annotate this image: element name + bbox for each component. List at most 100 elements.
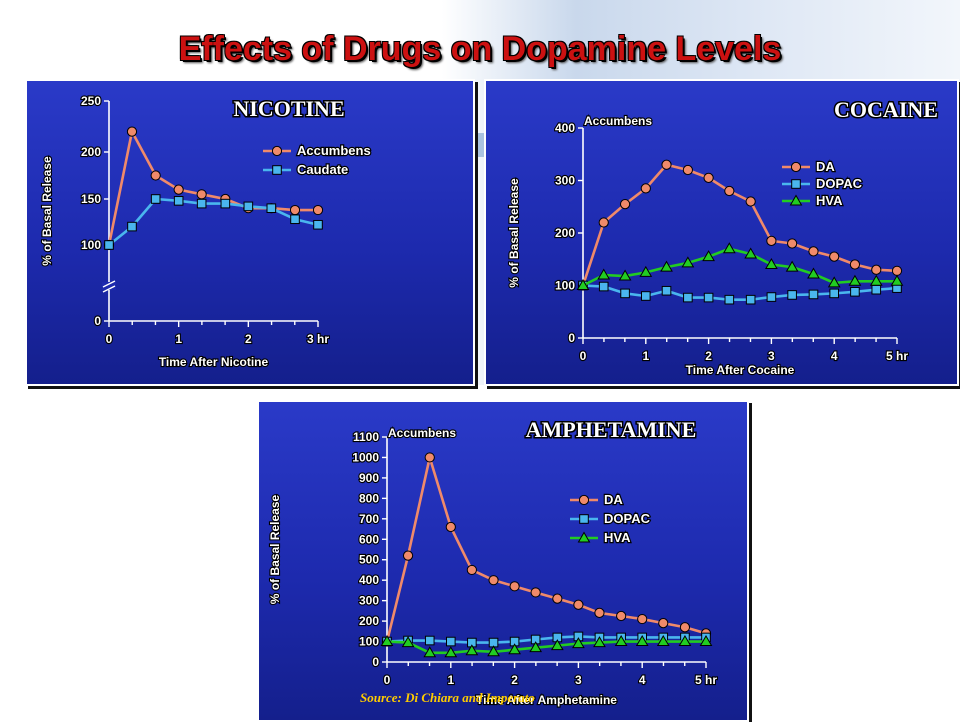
data-point bbox=[745, 294, 756, 305]
y-axis-label: % of Basal Release bbox=[268, 494, 282, 604]
x-tick-label: 2 bbox=[245, 332, 252, 346]
data-point bbox=[552, 593, 563, 604]
axes bbox=[382, 436, 707, 668]
y-tick-label: 1100 bbox=[353, 430, 379, 444]
data-point bbox=[196, 189, 207, 200]
data-point bbox=[594, 607, 605, 619]
data-point bbox=[787, 290, 797, 300]
data-point bbox=[683, 292, 693, 303]
data-point bbox=[289, 204, 301, 216]
y-tick-label: 200 bbox=[555, 226, 575, 240]
x-tick-label: 3 bbox=[575, 673, 582, 687]
y-tick-label: 400 bbox=[359, 573, 379, 587]
legend-marker bbox=[791, 179, 801, 189]
axis-break-mark bbox=[102, 280, 116, 293]
data-point bbox=[619, 199, 631, 210]
data-point bbox=[869, 274, 883, 286]
data-point bbox=[312, 204, 324, 216]
data-point bbox=[658, 618, 669, 629]
data-point bbox=[445, 521, 456, 533]
series-caudate bbox=[104, 194, 323, 250]
data-point bbox=[871, 264, 882, 275]
y-axis-label: % of Basal Release bbox=[40, 156, 54, 266]
x-tick-label: 3 bbox=[768, 349, 775, 363]
series-da bbox=[577, 159, 903, 291]
data-point bbox=[787, 238, 798, 249]
data-point bbox=[661, 285, 672, 296]
data-point bbox=[573, 599, 584, 610]
y-tick-label: 1000 bbox=[352, 450, 379, 464]
x-axis-label: Time After Amphetamine bbox=[476, 693, 617, 707]
series-line bbox=[582, 284, 898, 301]
data-point bbox=[529, 641, 543, 653]
legend-label: DOPAC bbox=[604, 511, 651, 526]
nicotine-chart: 0 100 150 200 250 0 1 2 3 hr Time After Nicotine%… bbox=[39, 93, 372, 370]
y-tick-label: 250 bbox=[81, 94, 101, 108]
y-tick-label: 100 bbox=[359, 635, 379, 649]
data-point bbox=[508, 643, 521, 655]
data-point bbox=[530, 587, 541, 598]
series-line bbox=[108, 197, 319, 247]
series-hva bbox=[576, 242, 904, 290]
data-point bbox=[890, 274, 904, 286]
legend-entry: Accumbens bbox=[263, 142, 372, 159]
series-da bbox=[381, 452, 712, 647]
legend-marker bbox=[272, 165, 282, 175]
chart-title: AMPHETAMINE bbox=[526, 417, 697, 442]
axes bbox=[102, 100, 319, 327]
y-tick-label: 700 bbox=[359, 512, 379, 526]
x-tick-label: 1 bbox=[175, 332, 182, 346]
x-tick-label: 5 hr bbox=[886, 349, 908, 363]
data-point bbox=[487, 645, 500, 657]
legend-label: Accumbens bbox=[297, 143, 371, 158]
amphetamine-chart: 0 100 200 300 400 500 600 700 800 900 1000 1100 0 1 2 3… bbox=[267, 416, 719, 709]
data-point bbox=[724, 294, 735, 305]
data-point bbox=[722, 242, 736, 254]
legend-marker bbox=[578, 494, 590, 506]
data-point bbox=[424, 452, 435, 463]
data-point bbox=[126, 126, 138, 137]
legend-label: DA bbox=[816, 159, 835, 174]
y-tick-label: 0 bbox=[94, 314, 101, 328]
data-point bbox=[807, 267, 820, 279]
x-tick-label: 5 hr bbox=[695, 673, 717, 687]
data-point bbox=[150, 170, 161, 181]
source-note: Source: Di Chiara and Imperato bbox=[360, 690, 535, 705]
axes bbox=[578, 127, 898, 344]
y-tick-label: 300 bbox=[555, 174, 575, 188]
series-line bbox=[107, 130, 318, 246]
data-point bbox=[290, 214, 300, 225]
y-tick-label: 800 bbox=[359, 491, 379, 505]
y-tick-label: 200 bbox=[81, 145, 101, 159]
data-point bbox=[424, 635, 435, 646]
legend-entry: DOPAC bbox=[782, 175, 864, 192]
data-point bbox=[766, 235, 777, 246]
data-point bbox=[598, 217, 609, 228]
data-point bbox=[891, 265, 903, 276]
legend-entry: Caudate bbox=[263, 161, 349, 178]
data-point bbox=[127, 221, 137, 232]
data-point bbox=[744, 247, 758, 259]
legend-label: HVA bbox=[816, 193, 843, 208]
data-point bbox=[104, 240, 114, 250]
x-tick-label: 1 bbox=[447, 673, 454, 687]
series-line bbox=[386, 640, 706, 655]
x-axis-label: Time After Cocaine bbox=[686, 363, 795, 377]
chart-title: NICOTINE bbox=[233, 96, 344, 121]
data-point bbox=[423, 646, 437, 658]
y-tick-label: 500 bbox=[359, 553, 379, 567]
data-point bbox=[465, 644, 479, 656]
data-point bbox=[402, 550, 414, 561]
legend-entry: DA bbox=[782, 158, 837, 175]
series-line bbox=[582, 247, 897, 287]
data-point bbox=[220, 198, 231, 209]
amphetamine-chart-panel: 0 100 200 300 400 500 600 700 800 900 1000 1100 0 1 2 3… bbox=[257, 400, 749, 722]
y-tick-label: 0 bbox=[372, 655, 379, 669]
data-point bbox=[637, 613, 648, 625]
y-tick-label: 0 bbox=[568, 331, 575, 345]
series-accumbens bbox=[103, 126, 324, 251]
legend-entry: DOPAC bbox=[570, 510, 652, 527]
data-point bbox=[808, 289, 819, 300]
data-point bbox=[660, 260, 673, 272]
data-point bbox=[827, 276, 841, 288]
